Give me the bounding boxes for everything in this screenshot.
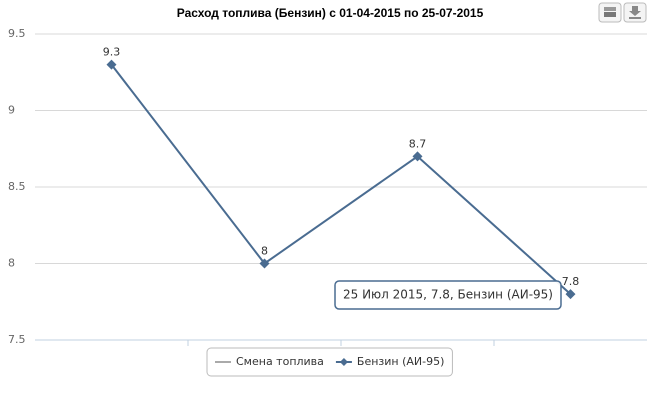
print-icon (604, 12, 616, 17)
legend-item[interactable]: Бензин (АИ-95) (357, 355, 445, 368)
export-buttons (598, 2, 647, 23)
legend-marker (339, 358, 348, 366)
tooltip: 25 Июл 2015, 7.8, Бензин (АИ-95) (334, 280, 562, 310)
download-icon (629, 6, 641, 16)
series-line (110, 63, 572, 295)
legend: Смена топлива Бензин (АИ-95) (206, 347, 453, 377)
data-label: 8.7 (409, 137, 427, 150)
data-label: 8 (261, 245, 268, 258)
data-point[interactable] (412, 151, 423, 162)
data-point[interactable] (259, 258, 270, 269)
y-tick-label: 7.5 (8, 333, 26, 346)
y-tick-label: 9.5 (8, 27, 26, 40)
data-point[interactable] (106, 59, 117, 70)
print-icon (604, 7, 616, 11)
y-tick-label: 9 (8, 104, 15, 117)
y-tick-label: 8 (8, 257, 15, 270)
y-tick-label: 8.5 (8, 180, 26, 193)
legend-box (206, 347, 453, 377)
tooltip-box (334, 280, 562, 310)
legend-item[interactable]: Смена топлива (236, 355, 324, 368)
data-point[interactable] (565, 289, 576, 300)
data-label: 9.3 (103, 46, 121, 59)
chart-title: Расход топлива (Бензин) с 01-04-2015 по … (177, 6, 484, 20)
download-icon (629, 17, 641, 19)
tooltip-text: 25 Июл 2015, 7.8, Бензин (АИ-95) (343, 288, 553, 302)
data-label: 7.8 (562, 275, 580, 288)
